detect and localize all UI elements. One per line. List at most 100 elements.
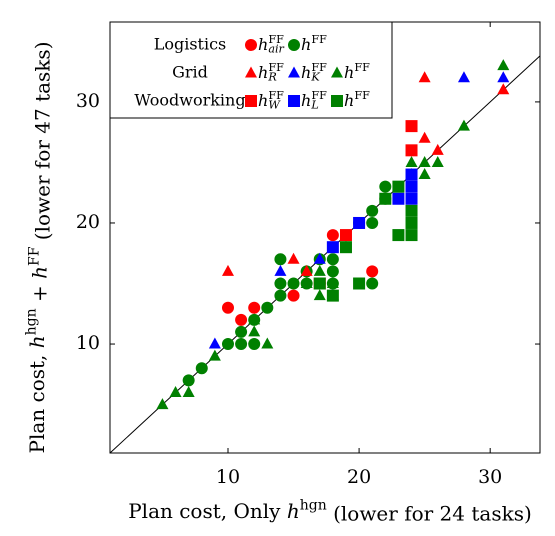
legend-label: hFF L xyxy=(301,89,327,112)
legend-marker xyxy=(245,95,257,107)
text-part: (lower for 47 tasks) xyxy=(30,41,54,246)
point xyxy=(431,155,444,167)
point xyxy=(405,229,418,242)
text-part: h xyxy=(258,91,268,110)
text-part: Plan cost, xyxy=(25,348,49,453)
legend-group: Woodworking xyxy=(134,91,245,110)
text-part: FF xyxy=(268,33,284,46)
point xyxy=(235,338,248,351)
point xyxy=(339,241,352,254)
point xyxy=(339,229,352,242)
legend-label: hFF air xyxy=(258,33,285,56)
text-part: R xyxy=(267,70,277,83)
text-part: h xyxy=(27,266,51,279)
text-part: h xyxy=(301,63,311,82)
point xyxy=(326,241,339,254)
point xyxy=(418,168,431,180)
point xyxy=(313,264,326,276)
text-part: (lower for 24 tasks) xyxy=(327,501,532,525)
point xyxy=(182,374,195,387)
text-part: FF xyxy=(268,89,284,102)
text-part: + xyxy=(27,279,51,308)
legend-marker xyxy=(245,66,257,78)
point xyxy=(169,385,182,397)
legend-label: hFF xyxy=(301,33,327,54)
point xyxy=(353,216,366,229)
point xyxy=(221,338,234,351)
point xyxy=(274,264,287,276)
text-part: hgn xyxy=(24,308,40,335)
point xyxy=(326,229,339,242)
x-axis-label: Plan cost, Only hhgn (lower for 24 tasks… xyxy=(128,498,532,526)
legend-label: hFF W xyxy=(258,89,284,112)
y-tick-label: 10 xyxy=(76,332,100,354)
text-part: FF xyxy=(26,246,42,266)
legend-marker xyxy=(288,66,300,78)
text-part: h xyxy=(301,91,311,110)
point xyxy=(313,277,326,290)
point xyxy=(366,216,379,229)
point xyxy=(248,313,261,325)
text-part: hgn xyxy=(300,498,327,514)
point xyxy=(326,277,339,289)
text-part: h xyxy=(258,63,268,82)
text-part: air xyxy=(268,42,284,55)
x-tick-label: 10 xyxy=(216,466,240,488)
text-part: Plan cost, Only xyxy=(128,499,287,523)
legend-group: Grid xyxy=(172,63,208,82)
legend-label: hFF R xyxy=(258,61,284,84)
point xyxy=(431,143,444,155)
point xyxy=(405,144,418,157)
point xyxy=(287,252,300,264)
text-part: h xyxy=(344,91,354,110)
point xyxy=(405,120,418,133)
point xyxy=(313,289,326,301)
y-axis-label: Plan cost, hhgn + hFF (lower for 47 task… xyxy=(24,41,54,453)
point xyxy=(313,252,326,264)
text-part: FF xyxy=(354,89,370,102)
point xyxy=(248,325,261,337)
legend-marker xyxy=(245,39,257,51)
point xyxy=(208,349,221,361)
text-part: L xyxy=(310,98,318,111)
point xyxy=(405,180,418,193)
legend-label: hFF K xyxy=(301,61,327,84)
legend-group: Logistics xyxy=(154,35,227,54)
y-tick-label: 30 xyxy=(76,90,100,112)
point xyxy=(235,313,248,326)
point xyxy=(405,204,418,217)
point xyxy=(326,265,339,278)
x-tick-label: 30 xyxy=(478,466,502,488)
point xyxy=(261,337,274,349)
point xyxy=(366,204,379,217)
point xyxy=(392,229,405,242)
point xyxy=(497,83,510,95)
text-part: FF xyxy=(354,61,370,74)
point xyxy=(208,337,221,349)
point xyxy=(235,325,248,338)
point xyxy=(392,180,405,193)
point xyxy=(405,168,418,181)
point xyxy=(300,264,313,276)
text-part: h xyxy=(287,499,300,523)
point xyxy=(274,277,287,290)
point xyxy=(353,277,366,290)
point xyxy=(274,289,287,302)
point xyxy=(457,71,470,83)
point xyxy=(261,301,274,314)
point xyxy=(300,277,313,289)
point xyxy=(287,277,300,290)
diagonal-line xyxy=(109,55,541,454)
point xyxy=(274,253,287,266)
point xyxy=(326,253,339,266)
legend-marker xyxy=(331,95,343,107)
point xyxy=(497,71,510,83)
text-part: FF xyxy=(311,33,327,46)
text-part: FF xyxy=(311,61,327,74)
legend-label: hFF xyxy=(344,61,370,82)
point xyxy=(457,119,470,131)
point xyxy=(182,385,195,397)
legend-marker xyxy=(288,95,300,107)
text-part: h xyxy=(301,35,311,54)
